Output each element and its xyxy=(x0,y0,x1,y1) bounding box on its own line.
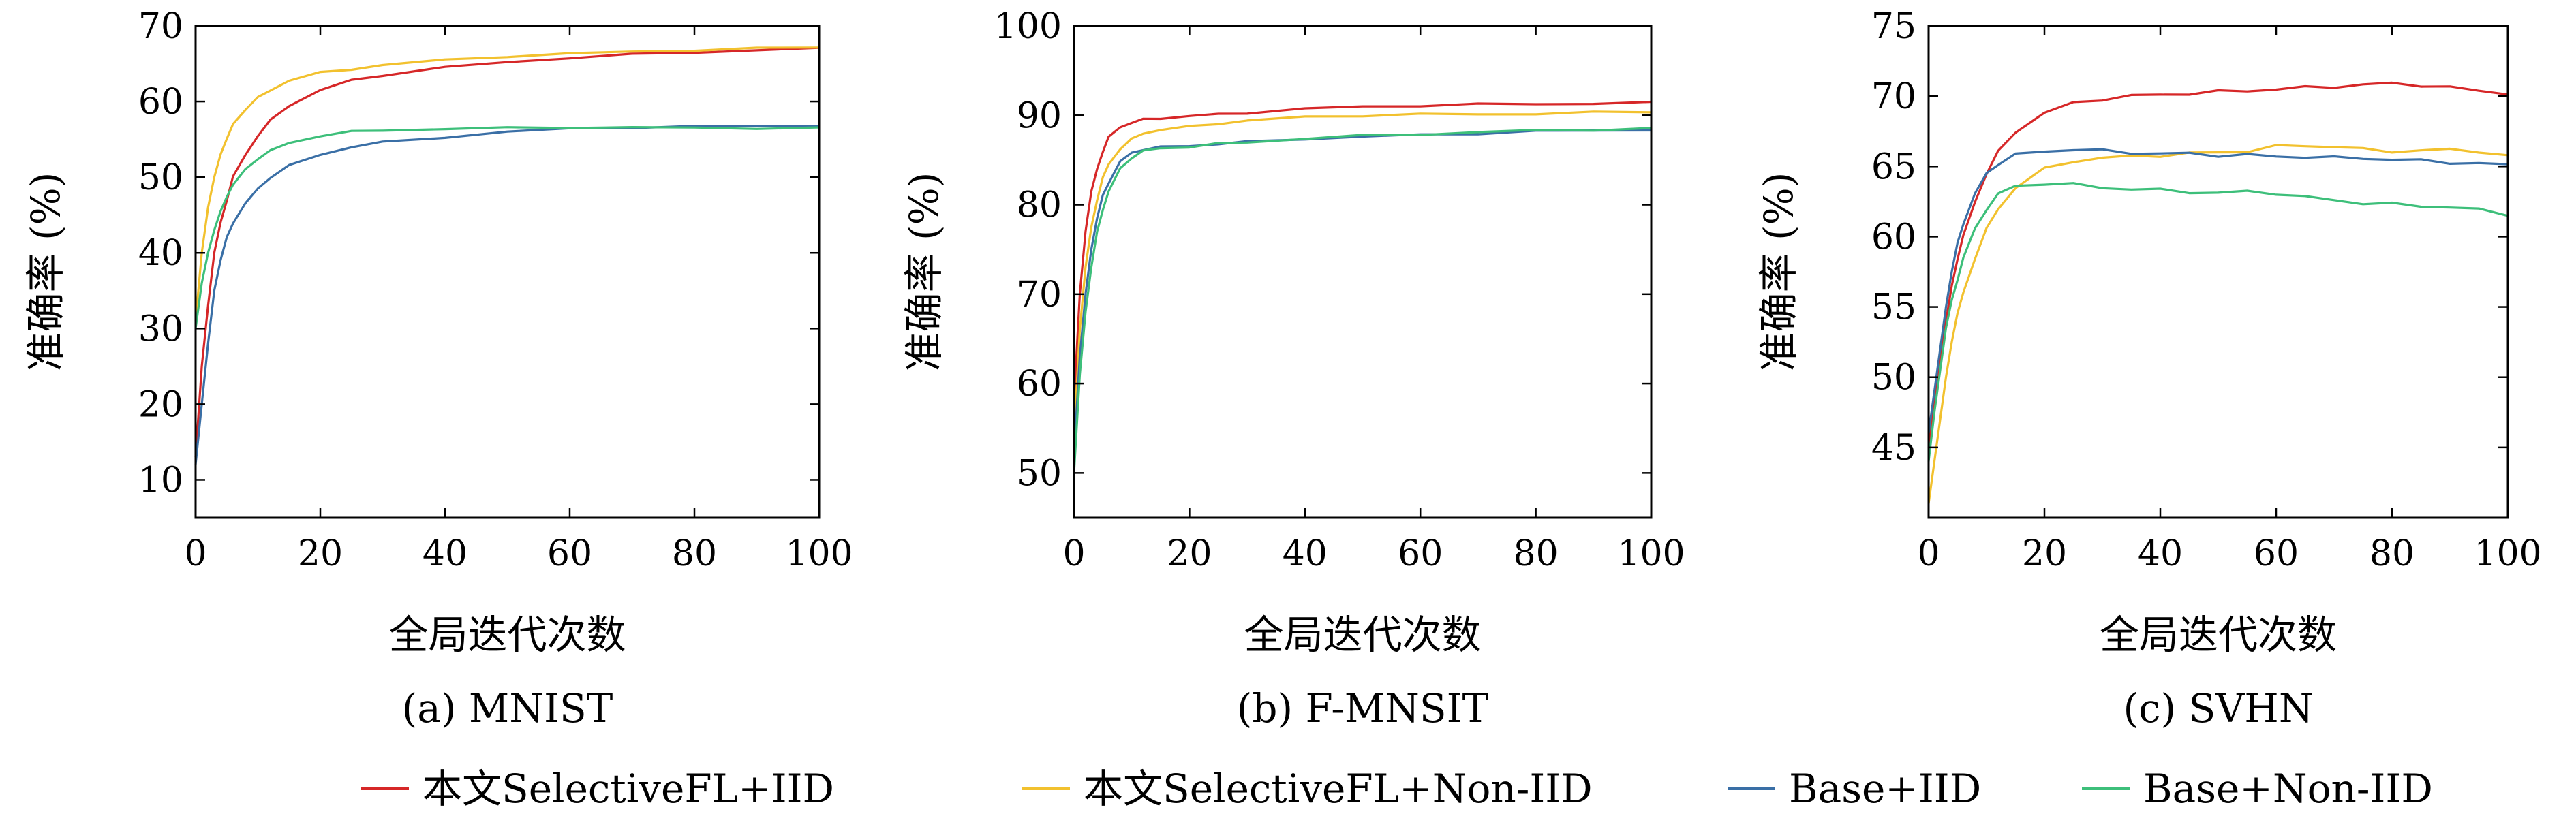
legend-label: 本文SelectiveFL+IID xyxy=(423,766,834,812)
x-tick-label: 20 xyxy=(298,533,343,574)
y-axis-label: 准确率 (%) xyxy=(22,172,69,372)
plot-frame xyxy=(194,25,821,519)
y-tick-label: 70 xyxy=(1871,76,1916,117)
x-tick-label: 80 xyxy=(1514,533,1559,574)
x-axis-label: 全局迭代次数 xyxy=(388,612,626,658)
series-line-3 xyxy=(194,125,820,465)
series-line-4 xyxy=(194,126,820,329)
series-line-2 xyxy=(1927,144,2509,504)
legend-item-2: 本文SelectiveFL+Non-IID xyxy=(1022,766,1593,812)
x-axis-label: 全局迭代次数 xyxy=(2100,612,2337,658)
x-tick-label: 80 xyxy=(2370,533,2414,574)
plot-frame xyxy=(1073,25,1653,519)
x-tick-label: 40 xyxy=(423,533,467,574)
legend-label: 本文SelectiveFL+Non-IID xyxy=(1084,766,1593,812)
y-tick-label: 90 xyxy=(1017,95,1062,136)
y-tick-label: 100 xyxy=(994,6,1062,47)
x-tick-label: 20 xyxy=(1167,533,1212,574)
chart-panel-1: 0 20 40 60 80 100 10 20 30 40 50 60 70 全局迭代次数 准确率 (%) (… xyxy=(22,6,853,732)
x-tick-label: 0 xyxy=(1917,533,1939,574)
x-axis-label: 全局迭代次数 xyxy=(1244,612,1481,658)
legend: 本文SelectiveFL+IID 本文SelectiveFL+Non-IID Ba… xyxy=(361,766,2433,812)
legend-label: Base+Non-IID xyxy=(2143,766,2433,812)
x-tick-label: 40 xyxy=(1283,533,1328,574)
series-line-2 xyxy=(1073,110,1652,437)
panel-caption: (c) SVHN xyxy=(2123,685,2313,732)
series-line-1 xyxy=(1927,81,2509,448)
y-tick-label: 50 xyxy=(1871,358,1916,398)
y-axis-label: 准确率 (%) xyxy=(1755,172,1802,372)
y-tick-label: 50 xyxy=(1017,453,1062,494)
legend-item-1: 本文SelectiveFL+IID xyxy=(361,766,834,812)
y-tick-label: 80 xyxy=(1017,185,1062,226)
chart-panel-2: 0 20 40 60 80 100 50 60 70 80 90 100 全局迭代次数 准确率 (%) (b… xyxy=(901,6,1685,732)
series-line-3 xyxy=(1073,129,1652,456)
series-line-2 xyxy=(194,46,820,321)
chart-panel-3: 0 20 40 60 80 100 45 50 55 60 65 70 75 全局迭代次数 准确率 (%) (… xyxy=(1755,6,2542,732)
y-tick-label: 70 xyxy=(1017,274,1062,315)
x-tick-label: 100 xyxy=(2474,533,2541,574)
series-line-1 xyxy=(1073,100,1652,402)
y-tick-label: 70 xyxy=(138,6,183,47)
y-tick-label: 30 xyxy=(138,309,183,349)
series-line-4 xyxy=(1927,182,2509,462)
series-line-1 xyxy=(194,46,820,458)
y-tick-label: 60 xyxy=(1017,364,1062,405)
x-tick-label: 60 xyxy=(2254,533,2299,574)
y-tick-label: 40 xyxy=(138,233,183,274)
y-tick-label: 75 xyxy=(1871,6,1916,47)
x-tick-label: 60 xyxy=(547,533,592,574)
x-tick-label: 0 xyxy=(1062,533,1085,574)
y-tick-label: 65 xyxy=(1871,146,1916,187)
x-tick-label: 40 xyxy=(2138,533,2183,574)
y-tick-label: 10 xyxy=(138,460,183,501)
y-tick-label: 20 xyxy=(138,384,183,425)
series-line-3 xyxy=(1927,148,2509,434)
legend-item-3: Base+IID xyxy=(1728,766,1981,812)
x-tick-label: 20 xyxy=(2022,533,2067,574)
y-tick-label: 60 xyxy=(1871,217,1916,257)
x-tick-label: 0 xyxy=(184,533,206,574)
y-axis-label: 准确率 (%) xyxy=(901,172,947,372)
y-tick-label: 45 xyxy=(1871,428,1916,469)
series-line-4 xyxy=(1073,127,1652,473)
panel-caption: (b) F-MNSIT xyxy=(1237,685,1489,732)
y-tick-label: 60 xyxy=(138,82,183,123)
legend-item-4: Base+Non-IID xyxy=(2082,766,2433,812)
legend-label: Base+IID xyxy=(1789,766,1981,812)
x-tick-label: 80 xyxy=(672,533,717,574)
panel-caption: (a) MNIST xyxy=(402,685,613,732)
x-tick-label: 100 xyxy=(785,533,853,574)
y-tick-label: 50 xyxy=(138,157,183,198)
x-tick-label: 100 xyxy=(1617,533,1685,574)
x-tick-label: 60 xyxy=(1398,533,1443,574)
y-tick-label: 55 xyxy=(1871,287,1916,328)
plot-frame xyxy=(1927,25,2509,519)
